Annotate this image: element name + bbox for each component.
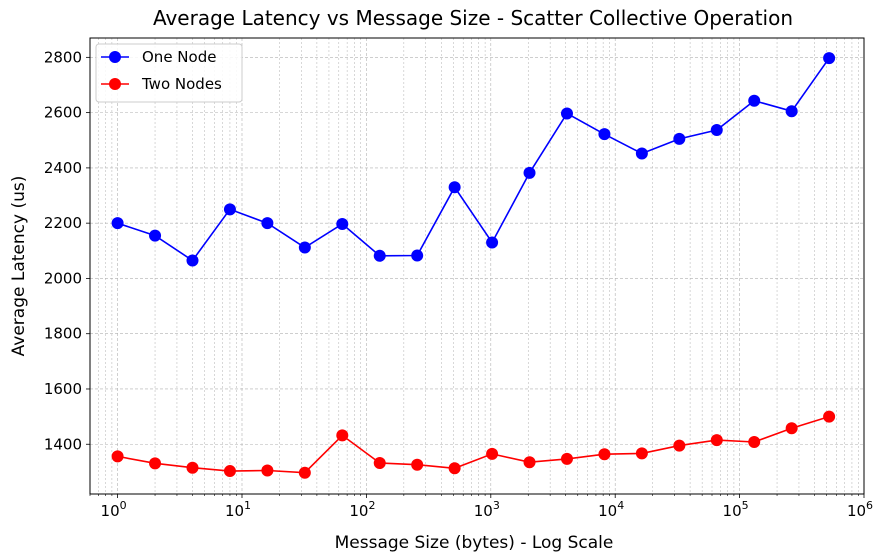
x-axis-label: Message Size (bytes) - Log Scale [335,533,614,553]
data-point-two-nodes [186,461,199,474]
data-point-one-node [486,236,499,249]
data-point-two-nodes [149,457,162,470]
y-tick-label: 2600 [44,104,82,122]
legend-marker-one-node [109,51,121,63]
data-point-one-node [448,181,461,194]
data-point-two-nodes [673,439,686,452]
data-point-two-nodes [635,447,648,460]
data-point-one-node [560,107,573,120]
y-tick-label: 1400 [44,435,82,453]
y-tick-label: 2000 [44,269,82,287]
data-point-two-nodes [486,447,499,460]
legend-label-one-node: One Node [142,48,216,66]
data-point-two-nodes [411,458,424,471]
y-tick-label: 1600 [44,380,82,398]
x-tick-label: 103 [474,499,500,520]
data-point-one-node [748,94,761,107]
x-tick-label: 101 [225,499,251,520]
data-point-one-node [635,147,648,160]
data-point-one-node [673,132,686,145]
y-tick-label: 2200 [44,214,82,232]
data-point-two-nodes [785,422,798,435]
data-point-two-nodes [710,434,723,447]
data-point-one-node [523,166,536,179]
series-line-two-nodes [117,415,830,474]
data-point-two-nodes [223,465,236,478]
series-line-one-node [117,57,830,262]
data-point-one-node [298,241,311,254]
data-point-one-node [411,249,424,262]
data-point-one-node [186,254,199,267]
chart-title: Average Latency vs Message Size - Scatte… [153,6,793,30]
data-point-two-nodes [560,452,573,465]
data-point-one-node [785,105,798,118]
x-tick-label: 102 [349,499,375,520]
y-axis-label: Average Latency (us) [9,176,29,357]
data-point-two-nodes [448,462,461,475]
x-tick-label: 100 [101,499,127,520]
data-point-two-nodes [598,448,611,461]
data-point-one-node [336,217,349,230]
data-point-two-nodes [336,429,349,442]
legend-marker-two-nodes [109,78,121,90]
data-point-one-node [223,203,236,216]
y-axis: 1400 1600 1800 2000 2200 2400 2600 2800 [44,48,90,453]
data-point-two-nodes [373,457,386,470]
plot-frame [89,37,865,495]
data-point-one-node [710,124,723,137]
legend-box [95,43,243,103]
data-point-one-node [261,217,274,230]
data-point-one-node [149,229,162,242]
grid [89,38,865,494]
data-point-two-nodes [298,466,311,479]
y-tick-label: 2400 [44,159,82,177]
data-point-two-nodes [261,464,274,477]
data-point-one-node [823,52,836,65]
legend: One Node Two Nodes [95,43,243,103]
legend-label-two-nodes: Two Nodes [141,75,222,93]
data-point-two-nodes [823,410,836,423]
x-tick-label: 106 [847,499,873,520]
x-tick-label: 104 [598,499,624,520]
y-tick-label: 1800 [44,325,82,343]
data-point-one-node [373,249,386,262]
data-point-two-nodes [111,450,124,463]
data-point-two-nodes [748,436,761,449]
x-axis: 100 101 102 103 104 105 106 [89,494,873,520]
series-layer [111,52,836,479]
y-tick-label: 2800 [44,48,82,66]
x-tick-label: 105 [723,499,749,520]
data-point-two-nodes [523,456,536,469]
data-point-one-node [598,128,611,141]
data-point-one-node [111,217,124,230]
